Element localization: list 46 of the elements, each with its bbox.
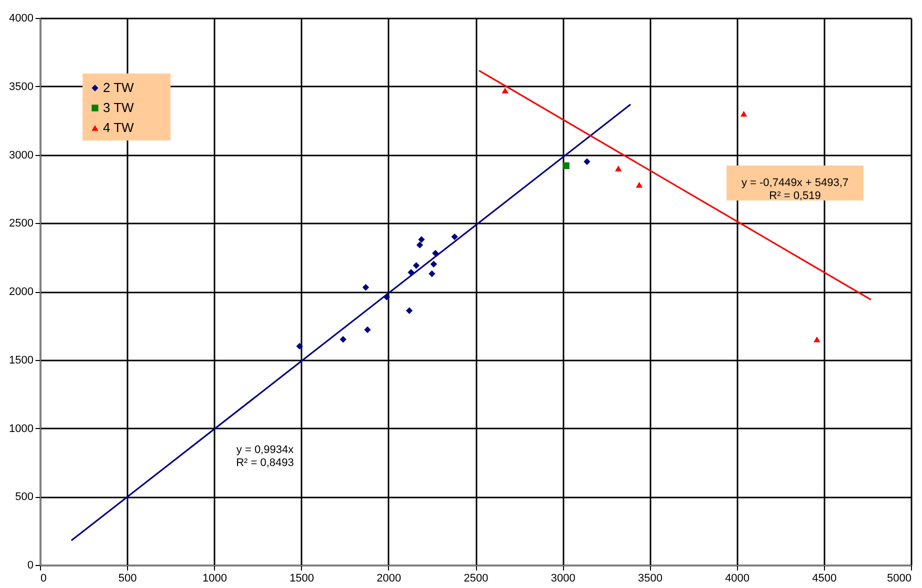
x-tick-label: 4000 <box>725 572 750 584</box>
annotation: y = 0,9934x R² = 0,8493 <box>236 444 294 469</box>
y-tick-label: 1500 <box>9 354 34 366</box>
point <box>412 262 420 269</box>
point <box>432 250 439 257</box>
point <box>430 260 438 268</box>
point <box>408 269 414 276</box>
legend-label: 2 TW <box>103 80 135 95</box>
x-tick-label: 2000 <box>376 572 402 584</box>
point <box>636 182 643 188</box>
y-tick-label: 0 <box>27 560 34 572</box>
point <box>814 336 820 342</box>
x-tick-label: 2500 <box>464 572 488 584</box>
point <box>383 294 390 300</box>
x-tick-label: 4500 <box>812 572 837 584</box>
point <box>584 158 590 165</box>
legend-label: 4 TW <box>103 120 135 135</box>
y-tick-label: 2000 <box>9 286 34 298</box>
y-tick-label: 3500 <box>9 80 34 93</box>
point <box>418 236 425 243</box>
y-tick-label: 2500 <box>9 218 34 230</box>
x-tick-label: 1000 <box>202 572 227 584</box>
point <box>340 336 346 343</box>
point <box>428 270 436 278</box>
x-tick-label: 3500 <box>638 572 662 584</box>
x-tick-label: 0 <box>40 572 47 584</box>
point <box>416 242 424 248</box>
x-tick-label: 3000 <box>550 572 576 584</box>
y-tick-label: 4000 <box>9 12 34 24</box>
point <box>451 233 458 240</box>
legend-label: 3 TW <box>103 100 135 115</box>
x-tick-label: 1500 <box>290 572 314 584</box>
point <box>562 162 570 170</box>
point <box>614 166 622 172</box>
x-tick-label: 5000 <box>887 572 912 584</box>
point <box>502 88 508 94</box>
annotation: y = -0,7449x + 5493,7 R² = 0,519 <box>741 177 849 202</box>
point <box>364 326 371 334</box>
point <box>406 307 413 314</box>
y-tick-label: 1000 <box>9 422 34 435</box>
x-tick-label: 500 <box>118 572 137 584</box>
point <box>740 110 748 117</box>
point <box>362 284 370 291</box>
point <box>296 342 303 350</box>
y-tick-label: 3000 <box>9 149 34 162</box>
y-tick-label: 500 <box>15 491 34 504</box>
